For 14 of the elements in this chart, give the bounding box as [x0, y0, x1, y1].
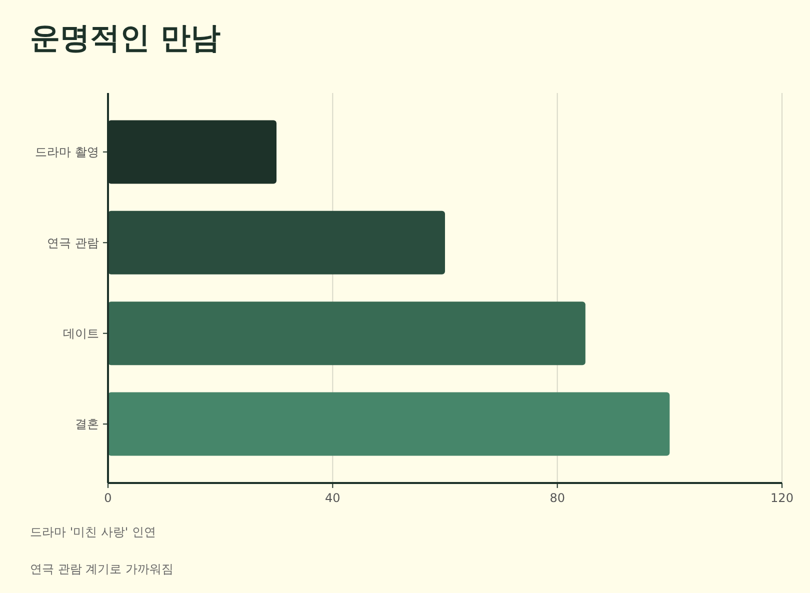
- text: 드라마 '미친 사랑' 인연: [30, 525, 156, 539]
- x-tick-label: 80: [550, 491, 565, 505]
- y-tick-label: 연극 관람: [47, 236, 99, 250]
- text: 연극 관람 계기로 가까워짐: [30, 562, 174, 576]
- bar: [108, 392, 670, 456]
- bar: [108, 210, 445, 274]
- x-tick-label: 40: [325, 491, 340, 505]
- chart-title: 운명적인 만남: [30, 21, 220, 56]
- y-tick-label: 데이트: [63, 326, 99, 341]
- x-tick-label: 120: [770, 491, 794, 505]
- y-tick-label: 드라마 촬영: [35, 145, 99, 160]
- y-tick-label: 결혼: [75, 417, 99, 432]
- x-tick-label: 0: [104, 491, 112, 505]
- bar: [108, 302, 586, 366]
